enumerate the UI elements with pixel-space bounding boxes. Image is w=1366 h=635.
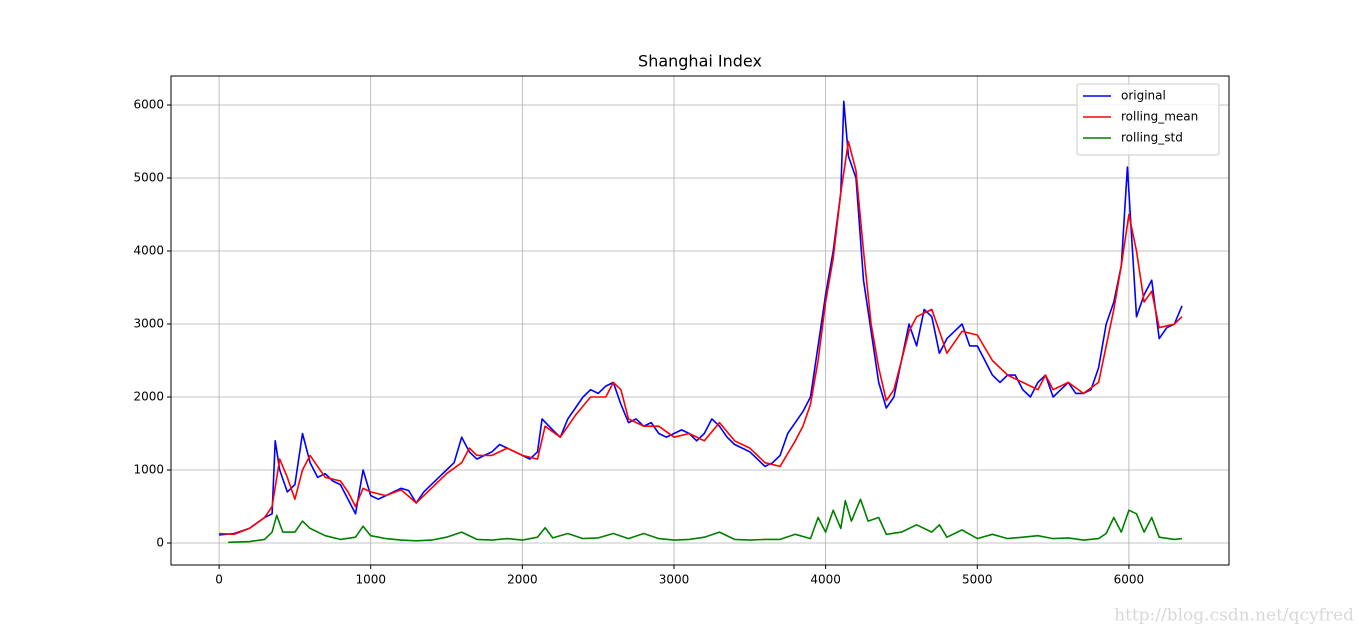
y-tick-label: 1000 — [133, 463, 164, 477]
x-tick-label: 5000 — [962, 573, 993, 587]
x-tick-label: 0 — [215, 573, 223, 587]
x-tick-label: 6000 — [1114, 573, 1145, 587]
chart-title: Shanghai Index — [638, 52, 762, 71]
x-tick-label: 3000 — [659, 573, 690, 587]
series-line — [228, 498, 1183, 544]
watermark: http://blog.csdn.net/qcyfred — [1114, 606, 1354, 626]
y-tick-label: 6000 — [133, 97, 164, 111]
legend-label: original — [1121, 89, 1166, 103]
x-tick-label: 1000 — [355, 573, 386, 587]
legend-box — [1076, 83, 1220, 156]
series-line — [219, 140, 1183, 536]
y-tick-label: 0 — [156, 536, 164, 550]
y-tick-label: 3000 — [133, 317, 164, 331]
y-tick-label: 2000 — [133, 390, 164, 404]
x-tick-label: 4000 — [810, 573, 841, 587]
legend-label: rolling_mean — [1121, 110, 1198, 124]
y-tick-label: 4000 — [133, 243, 164, 257]
plot-frame — [170, 75, 1230, 566]
legend-label: rolling_std — [1121, 131, 1183, 145]
x-tick-label: 2000 — [507, 573, 538, 587]
y-tick-label: 5000 — [133, 170, 164, 184]
